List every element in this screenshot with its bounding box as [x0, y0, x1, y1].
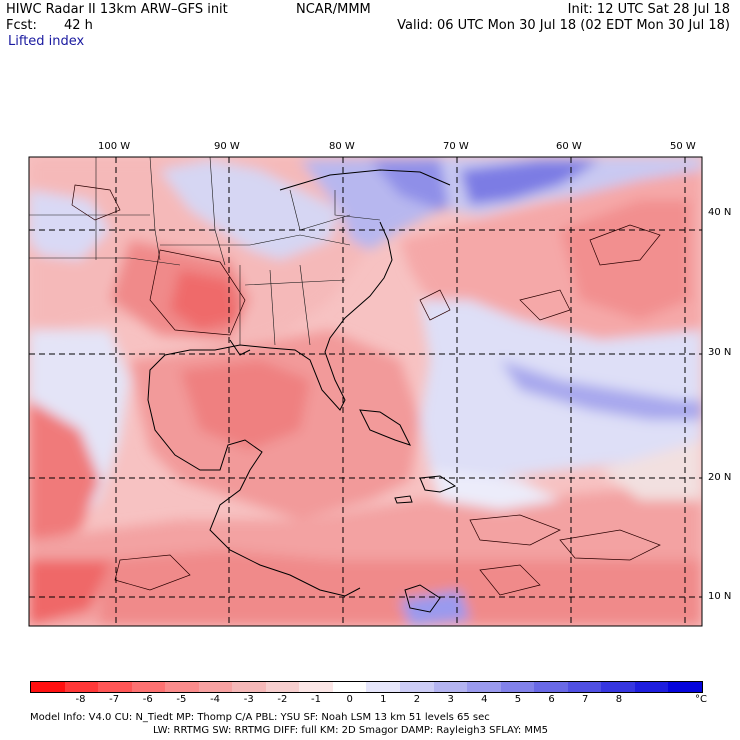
colorbar-tick-label: -5 — [176, 694, 187, 705]
colorbar-swatch — [232, 682, 266, 692]
colorbar-tick-label: -6 — [142, 694, 153, 705]
forecast-label: Fcst: — [6, 18, 37, 33]
lat-label-30n: 30 N — [708, 347, 732, 358]
colorbar-swatch — [299, 682, 333, 692]
colorbar-swatch — [366, 682, 401, 692]
lon-label-50w: 50 W — [670, 141, 696, 152]
lon-label-90w: 90 W — [214, 141, 240, 152]
lat-label-10n: 10 N — [708, 591, 732, 602]
forecast-hour: 42 h — [64, 18, 93, 33]
colorbar-swatch — [31, 682, 65, 692]
map-title: HIWC Radar II 13km ARW–GFS init — [6, 2, 228, 17]
colorbar-tick-label: 6 — [548, 694, 555, 705]
colorbar-tick-label: -2 — [277, 694, 288, 705]
colorbar-tick-label: 4 — [481, 694, 488, 705]
model-info-line-2: LW: RRTMG SW: RRTMG DIFF: full KM: 2D Sm… — [153, 725, 549, 736]
colorbar-swatch — [98, 682, 132, 692]
org-label: NCAR/MMM — [296, 2, 371, 17]
political-borders — [29, 157, 381, 346]
colorbar-tick-label: -7 — [109, 694, 120, 705]
lon-label-60w: 60 W — [556, 141, 582, 152]
colorbar-swatch — [500, 682, 535, 692]
graticule — [29, 157, 702, 626]
colorbar-tick-label: -3 — [243, 694, 254, 705]
colorbar-tick-label: -1 — [311, 694, 322, 705]
colorbar-tick-label: -4 — [210, 694, 221, 705]
colorbar-swatch — [131, 682, 166, 692]
colorbar-swatch — [265, 682, 300, 692]
colorbar-tick-label: 0 — [346, 694, 353, 705]
colorbar-swatch — [400, 682, 434, 692]
colorbar-unit: °C — [695, 694, 707, 705]
colorbar-swatch — [165, 682, 199, 692]
valid-time: Valid: 06 UTC Mon 30 Jul 18 (02 EDT Mon … — [397, 18, 730, 33]
field-name: Lifted index — [8, 34, 85, 49]
colorbar-swatch — [64, 682, 99, 692]
lon-label-70w: 70 W — [443, 141, 469, 152]
colorbar-tick-label: 3 — [447, 694, 454, 705]
colorbar — [30, 681, 703, 693]
model-info-line-1: Model Info: V4.0 CU: N_Tiedt MP: Thomp C… — [30, 712, 490, 723]
colorbar-swatch — [567, 682, 602, 692]
colorbar-swatch — [433, 682, 468, 692]
lat-label-40n: 40 N — [708, 207, 732, 218]
colorbar-tick-label: 7 — [582, 694, 589, 705]
lon-label-80w: 80 W — [329, 141, 355, 152]
colorbar-swatch — [534, 682, 568, 692]
colorbar-swatch — [601, 682, 635, 692]
contour-lines — [71, 184, 661, 596]
colorbar-swatch — [634, 682, 669, 692]
colorbar-swatch — [198, 682, 233, 692]
colorbar-tick-label: 1 — [380, 694, 387, 705]
lat-label-20n: 20 N — [708, 472, 732, 483]
colorbar-tick-label: -8 — [75, 694, 86, 705]
colorbar-tick-label: 2 — [413, 694, 421, 705]
colorbar-tick-label: 5 — [514, 694, 522, 705]
colorbar-swatch — [467, 682, 501, 692]
colorbar-swatch — [668, 682, 702, 692]
colorbar-tick-label: 8 — [615, 694, 623, 705]
lon-label-100w: 100 W — [98, 141, 131, 152]
init-time: Init: 12 UTC Sat 28 Jul 18 — [567, 2, 730, 17]
colorbar-swatch — [332, 682, 367, 692]
coastlines — [147, 169, 457, 613]
map-frame — [28, 156, 703, 627]
